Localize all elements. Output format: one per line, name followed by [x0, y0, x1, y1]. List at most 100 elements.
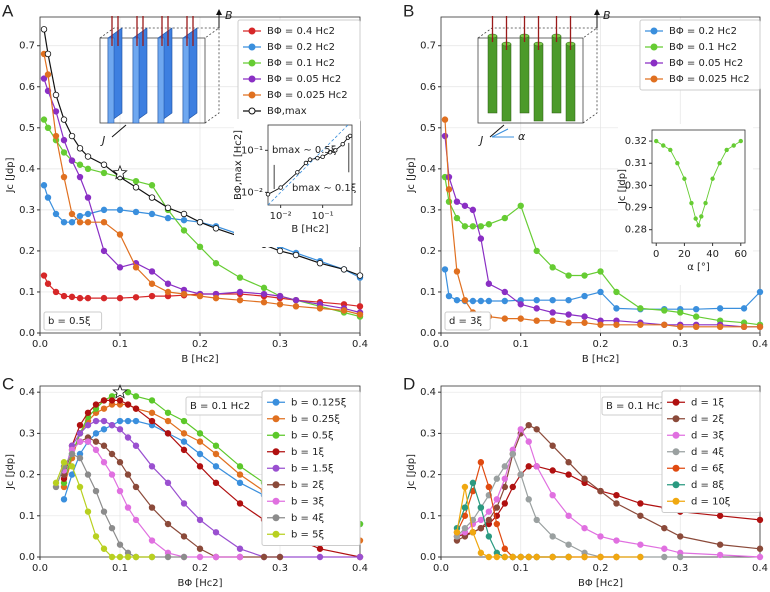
data-point: [613, 288, 620, 296]
x-tick-label: 0.0: [32, 563, 48, 574]
x-tick-label: 0.1: [513, 339, 529, 350]
data-point: [132, 177, 140, 185]
legend-box: [661, 390, 761, 513]
legend-marker: [248, 27, 256, 35]
data-point: [756, 288, 764, 296]
data-point: [501, 297, 508, 305]
data-point: [236, 463, 244, 470]
data-point: [533, 553, 540, 561]
y-tick-label: 0.31: [625, 158, 647, 169]
data-point: [517, 426, 524, 433]
data-point: [180, 553, 188, 561]
data-point: [477, 235, 485, 242]
data-point: [100, 459, 108, 466]
data-point: [661, 143, 666, 148]
data-point: [212, 260, 220, 267]
data-point: [265, 192, 271, 197]
x-axis-label: B [Hc2]: [181, 354, 218, 365]
data-point: [501, 288, 508, 296]
data-point: [236, 296, 244, 304]
data-point: [710, 176, 715, 181]
data-point: [124, 401, 132, 408]
x-tick-label: 0.2: [593, 339, 609, 350]
data-point: [44, 280, 52, 287]
data-point: [180, 430, 188, 437]
data-point: [716, 305, 724, 312]
data-point: [549, 442, 556, 449]
data-point: [316, 260, 324, 267]
x-tick-label: 0.4: [352, 563, 368, 574]
sample-box-top: [99, 27, 221, 124]
data-point: [68, 463, 76, 470]
data-point: [84, 438, 92, 445]
data-point: [581, 272, 588, 279]
panel-label: A: [2, 1, 14, 20]
data-point: [756, 516, 764, 524]
data-point: [461, 524, 469, 532]
data-point: [493, 504, 501, 511]
data-point: [356, 311, 364, 318]
data-point: [196, 292, 204, 300]
data-point: [675, 161, 680, 166]
data-point: [132, 294, 140, 301]
legend-label: BΦ = 0.025 Hc2: [267, 90, 348, 101]
data-point: [549, 467, 556, 474]
data-point: [581, 553, 588, 561]
data-point: [164, 409, 172, 416]
data-point: [477, 524, 485, 532]
data-point: [740, 305, 748, 312]
data-point: [637, 512, 644, 519]
data-point: [477, 297, 485, 305]
data-point: [180, 500, 188, 507]
angle-mark: [491, 128, 514, 138]
note-box: [444, 311, 491, 331]
data-point: [738, 138, 743, 144]
data-point: [44, 50, 52, 58]
data-point: [565, 553, 572, 561]
data-point: [116, 294, 124, 302]
data-point: [637, 553, 644, 561]
data-point: [92, 401, 100, 408]
data-point: [699, 214, 704, 219]
data-point: [689, 200, 694, 206]
data-point: [661, 307, 668, 314]
data-point: [76, 421, 84, 429]
data-point: [597, 321, 604, 328]
data-point: [756, 545, 764, 552]
data-point: [148, 504, 156, 511]
data-point: [565, 471, 572, 478]
legend-marker: [248, 75, 256, 83]
data-point: [276, 292, 284, 300]
data-point: [76, 294, 84, 302]
data-point: [68, 210, 76, 218]
data-point: [320, 154, 325, 160]
legend-marker: [650, 27, 658, 35]
data-point: [196, 463, 204, 470]
data-point: [485, 483, 493, 491]
data-point: [441, 116, 449, 123]
legend-marker: [672, 415, 680, 423]
inset-background: [234, 119, 360, 247]
data-point: [84, 471, 92, 478]
data-point: [84, 153, 92, 160]
y-tick-label: 0.1: [420, 511, 436, 522]
annotation: B = 0.1 Hc2: [606, 401, 666, 412]
annotation: d = 3ξ: [449, 316, 482, 327]
data-point: [164, 430, 172, 437]
data-point: [517, 301, 524, 308]
legend-label: b = 5ξ: [291, 529, 324, 540]
legend-label: b = 4ξ: [291, 513, 324, 524]
data-point: [581, 475, 588, 482]
data-point: [196, 430, 204, 437]
data-point: [236, 479, 244, 487]
data-point: [292, 296, 300, 304]
y-tick-label: 0.4: [19, 164, 35, 175]
data-point: [549, 309, 556, 316]
data-point: [549, 553, 556, 561]
data-point: [60, 173, 68, 181]
data-point: [501, 475, 508, 482]
data-point: [164, 214, 172, 222]
field-arrow-head: [216, 9, 222, 15]
data-point: [613, 500, 620, 507]
data-point: [469, 479, 477, 487]
